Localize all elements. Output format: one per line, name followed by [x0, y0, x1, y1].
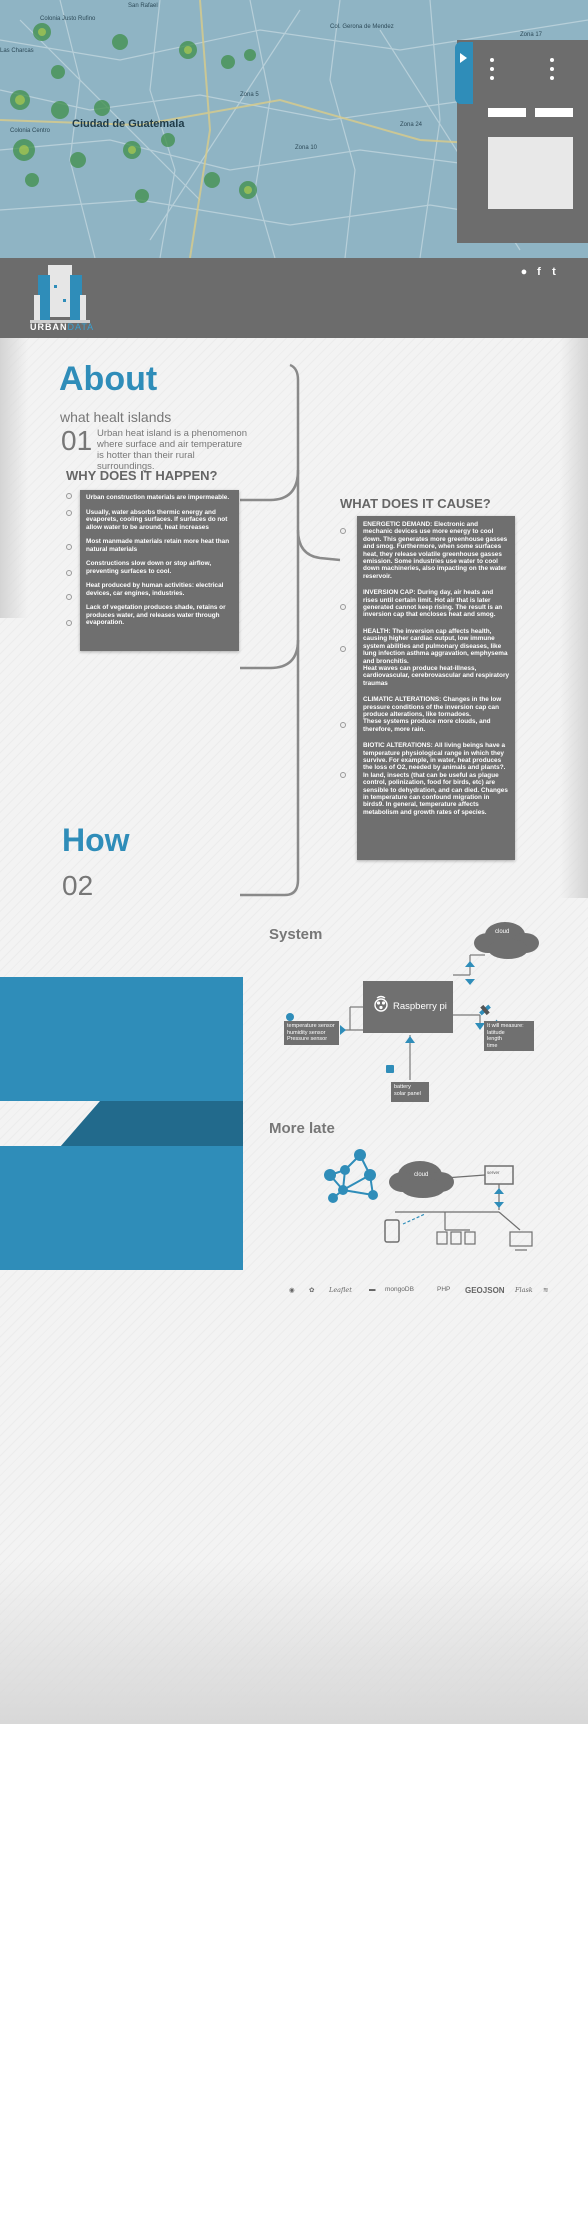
map-label: Las Charcas [0, 48, 34, 54]
map-label: Zona 10 [295, 145, 318, 151]
bullet-dot [340, 604, 346, 610]
twitter-icon[interactable]: t [552, 266, 556, 278]
bullet-dot [340, 772, 346, 778]
bullet-dot [340, 646, 346, 652]
raspberry-logo-icon: ✿ [309, 1287, 315, 1294]
why-item: Most manmade materials retain more heat … [86, 538, 230, 553]
mongodb-logo: mongoDB [385, 1286, 414, 1293]
bottom-shadow [0, 1560, 588, 1724]
cause-item: HEALTH: The inversion cap affects health… [363, 627, 509, 687]
bullet-dot [66, 620, 72, 626]
map-label: Colonia Justo Rufino [40, 16, 96, 22]
urban-data-logo-icon[interactable] [30, 265, 100, 323]
geojson-logo: GEOJSON [465, 1286, 505, 1295]
bullet-dot [340, 722, 346, 728]
about-description: Urban heat island is a phenomenon where … [97, 428, 247, 472]
logo-word-data: DATA [67, 322, 95, 332]
facebook-icon[interactable]: f [537, 266, 541, 278]
python-icon: ◉ [289, 1287, 295, 1294]
why-title: WHY DOES IT HAPPEN? [66, 468, 218, 483]
cause-title: WHAT DOES IT CAUSE? [340, 496, 491, 511]
cause-item: CLIMATIC ALTERATIONS: Changes in the low… [363, 696, 502, 733]
power-item: solar panel [394, 1090, 421, 1097]
flask-logo: Flask [515, 1286, 533, 1294]
raspberry-pi-box: Raspberry pi [363, 981, 453, 1033]
power-item: battery [394, 1084, 411, 1090]
chat-icon: ▬ [369, 1286, 376, 1293]
why-item: Lack of vegetation produces shade, retai… [86, 604, 226, 626]
cause-item: INVERSION CAP: During day, air heats and… [363, 589, 503, 619]
why-item: Urban construction materials are imperme… [86, 494, 230, 501]
panel-preview-box [488, 137, 573, 209]
network-diagram [324, 1149, 533, 1251]
map-label: Zona 17 [520, 32, 543, 38]
power-box: battery solar panel [391, 1082, 429, 1102]
panel-slider-bar[interactable] [535, 108, 573, 117]
bullet-dot [340, 528, 346, 534]
cause-list-panel: ENERGETIC DEMAND: Electronic and mechani… [357, 516, 515, 860]
cause-item: BIOTIC ALTERATIONS: All living beings ha… [363, 742, 508, 816]
sensor-item: temperature sensor [287, 1023, 335, 1029]
bullet-dot [66, 493, 72, 499]
bullet-dot [66, 510, 72, 516]
server-label: server [487, 1170, 500, 1175]
logo-word-urban: URBAN [30, 322, 68, 332]
site-header [0, 258, 588, 338]
side-shadow-left [0, 338, 28, 618]
system-title: System [269, 926, 323, 943]
map-label: Col. Gerona de Mendez [330, 24, 394, 30]
timeline-line [240, 363, 341, 897]
cause-item: ENERGETIC DEMAND: Electronic and mechani… [363, 521, 508, 580]
sensor-item: humidity sensor [287, 1029, 326, 1036]
bullet-dot [66, 544, 72, 550]
measure-item: length [487, 1036, 502, 1042]
how-title: How [62, 822, 130, 858]
bullet-dot [66, 594, 72, 600]
kebab-menu-icon[interactable] [550, 58, 554, 80]
bullet-dot [66, 570, 72, 576]
why-item: Usually, water absorbs thermic energy an… [86, 508, 228, 531]
cloud-label: cloud [495, 929, 510, 935]
sensor-list-box: temperature sensor humidity sensor Press… [284, 1021, 339, 1045]
measure-item: time [487, 1042, 498, 1049]
leaflet-logo: Leaflet [329, 1286, 352, 1294]
map-label: San Rafael [128, 3, 158, 9]
map-label: Colonia Centro [10, 128, 51, 134]
more-late-title: More late [269, 1120, 335, 1137]
logo-wordmark: URBANDATA [30, 322, 94, 332]
system-diagram [286, 922, 539, 1080]
about-subtitle: what healt islands [60, 409, 172, 425]
cloud-label: cloud [414, 1172, 429, 1178]
side-shadow-right [560, 338, 588, 898]
raspberry-icon [374, 995, 388, 1012]
about-section-number: 01 [61, 425, 93, 456]
decorative-band [0, 977, 243, 1101]
measure-item: latitude [487, 1029, 505, 1036]
why-list-panel: Urban construction materials are imperme… [80, 490, 239, 651]
measure-item: It will measure: [487, 1023, 524, 1029]
raspberry-pi-label: Raspberry pi [393, 1001, 447, 1012]
decorative-fold [60, 1101, 243, 1147]
why-item: Heat produced by human activities: elect… [86, 582, 224, 597]
sensor-item: Pressure sensor [287, 1036, 328, 1042]
panel-slider-bar[interactable] [488, 108, 526, 117]
panel-toggle-button[interactable] [455, 42, 473, 104]
how-section-number: 02 [62, 870, 94, 901]
kebab-menu-icon[interactable] [490, 58, 494, 80]
technology-logos: ◉ ✿ Leaflet ▬ mongoDB PHP GEOJSON Flask … [285, 1286, 555, 1300]
about-title: About [59, 360, 158, 398]
map-city-label: Ciudad de Guatemala [72, 118, 185, 130]
why-item: Constructions slow down or stop airflow,… [86, 560, 212, 575]
php-logo: PHP [437, 1286, 451, 1293]
measure-list-box: It will measure: latitude length time [484, 1021, 534, 1051]
map-label: Zona 24 [400, 122, 423, 128]
decorative-band [0, 1146, 243, 1270]
code-icon: ≋ [543, 1287, 549, 1294]
github-icon[interactable]: ● [520, 266, 528, 278]
map-label: Zona 5 [240, 92, 259, 98]
